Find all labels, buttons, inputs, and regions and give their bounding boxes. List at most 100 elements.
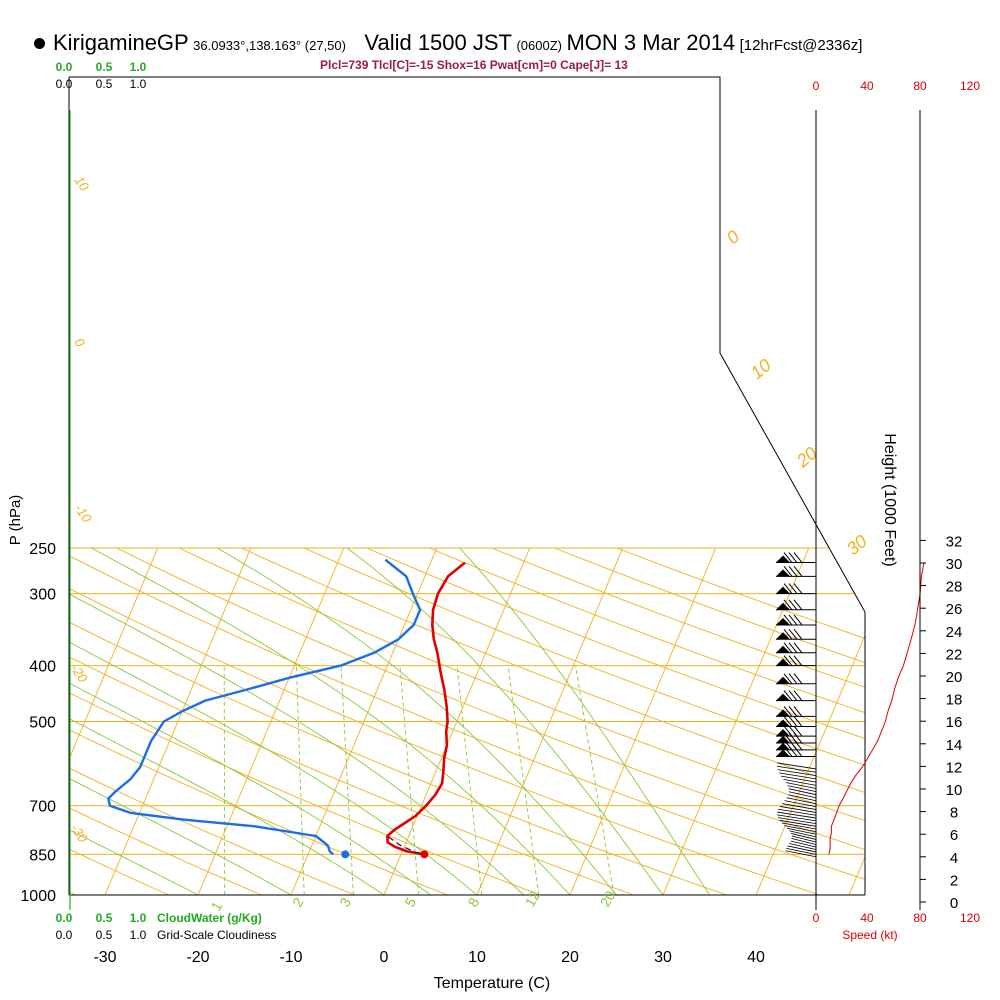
moist-adiabat	[91, 547, 571, 895]
wind-barb-flag	[783, 716, 793, 727]
forecast-info: [12hrFcst@2336z]	[739, 37, 863, 54]
temperature-profile-line	[386, 561, 466, 856]
wind-barb-flag	[788, 716, 798, 727]
pressure-tick-label: 400	[29, 659, 56, 676]
station-name: KirigamineGP	[53, 30, 189, 55]
dry-adiabat	[69, 547, 448, 895]
sounding-params: Plcl=739 Tlcl[C]=-15 Shox=16 Pwat[cm]=0 …	[320, 58, 628, 72]
isotherm-line	[290, 547, 438, 895]
height-tick-label: 22	[946, 646, 963, 663]
mixing-ratio-line	[399, 665, 420, 895]
wind-barb-low	[782, 803, 817, 810]
wind-barb-flag	[783, 599, 793, 611]
wind-barb-flag	[793, 566, 803, 577]
plot-frame	[69, 76, 866, 613]
dry-adiabat	[69, 547, 169, 895]
temperature-tick-label: -20	[186, 949, 209, 966]
wind-barb-flag	[783, 552, 793, 563]
dry-adiabat	[69, 547, 727, 895]
height-tick-label: 32	[946, 533, 963, 550]
station-coords: 36.0933°,138.163° (27,50)	[193, 38, 346, 53]
wind-barb-flag	[788, 642, 798, 654]
wind-barb-flag	[788, 628, 798, 640]
wind-barb-low	[784, 800, 817, 808]
mixing-ratio-label: 3	[336, 895, 354, 910]
speed-tick-bottom: 80	[913, 911, 927, 925]
wind-barb-pennant	[776, 719, 790, 727]
wind-barb-pennant	[776, 736, 790, 744]
wind-barb-low	[777, 769, 817, 777]
wind-barb-low	[787, 785, 817, 793]
wind-barb-low	[788, 788, 817, 796]
plot-area	[69, 547, 865, 895]
wind-barb-low	[777, 814, 817, 822]
cloudwater-tick-top: 1.0	[130, 60, 147, 74]
wind-barb-flag	[788, 706, 798, 717]
wind-barb-flag	[793, 655, 803, 666]
dry-adiabat-label: 10	[72, 173, 93, 194]
mixing-ratio-label: 5	[401, 895, 419, 910]
wind-barb-flag	[793, 732, 803, 744]
cloudiness-tick-top: 0.0	[56, 77, 73, 91]
dry-adiabat	[69, 547, 262, 895]
wind-barb-pennant	[776, 742, 790, 750]
wind-barb-flag	[793, 583, 803, 594]
wind-barb-low	[779, 819, 817, 827]
wind-barb-flag	[783, 746, 793, 757]
wind-barb-pennant	[776, 617, 790, 625]
wind-barb-low	[777, 817, 817, 824]
forecast-date: MON 3 Mar 2014	[566, 30, 736, 55]
wind-barb-flag	[788, 690, 798, 701]
mixing-ratio-line	[295, 665, 305, 895]
wind-barb-flag	[793, 599, 803, 611]
wind-barb-flag	[783, 642, 793, 654]
height-tick-label: 30	[946, 556, 963, 573]
wind-barb-low	[791, 835, 817, 843]
pressure-axis-label: P (hPa)	[7, 495, 24, 546]
height-tick-label: 6	[950, 827, 958, 844]
wind-barb-pennant	[776, 676, 790, 684]
dry-adiabat	[178, 547, 865, 895]
wind-barb-flag	[788, 673, 798, 685]
temperature-tick-label: 20	[561, 949, 579, 966]
height-tick-label: 0	[950, 895, 958, 912]
height-tick-label: 28	[946, 579, 963, 596]
moist-adiabat	[69, 547, 478, 895]
wind-barb-flag	[783, 655, 793, 666]
wind-barb-flag	[783, 690, 793, 701]
wind-barb-low	[784, 825, 817, 833]
isotherm-line	[197, 547, 345, 895]
dry-adiabat	[554, 547, 865, 895]
temperature-tick-label: -30	[93, 949, 116, 966]
dry-adiabat	[491, 547, 865, 895]
dry-adiabat	[366, 547, 865, 895]
wind-barb-flag	[783, 673, 793, 685]
isotherm-line	[569, 547, 717, 895]
wind-barb-flag	[783, 566, 793, 577]
wind-barb-low	[776, 765, 817, 773]
mixing-ratio-line	[223, 665, 226, 895]
isotherm-label: 30	[843, 531, 871, 559]
parcel-trace-line	[386, 835, 420, 855]
cloudiness-tick-bottom: 1.0	[130, 928, 147, 942]
wind-barb-low	[779, 806, 817, 813]
pressure-tick-label: 700	[29, 799, 56, 816]
speed-tick-bottom: 120	[960, 911, 980, 925]
wind-barb-low	[781, 822, 817, 830]
wind-barb-low	[786, 827, 817, 835]
dry-adiabat	[116, 547, 865, 895]
wind-barb-pennant	[776, 555, 790, 563]
mixing-ratio-line	[456, 665, 483, 895]
wind-barb-flag	[788, 746, 798, 757]
wind-barb-pennant	[776, 645, 790, 653]
wind-barb-low	[785, 850, 817, 858]
height-tick-label: 24	[946, 624, 963, 641]
moist-adiabat	[69, 547, 199, 895]
pressure-tick-label: 250	[29, 541, 56, 558]
cloudwater-tick-top: 0.5	[96, 60, 113, 74]
isotherm-line	[104, 547, 252, 895]
wind-barb-pennant	[776, 602, 790, 610]
wind-barb-low	[789, 843, 817, 850]
wind-barb-low	[781, 775, 817, 783]
